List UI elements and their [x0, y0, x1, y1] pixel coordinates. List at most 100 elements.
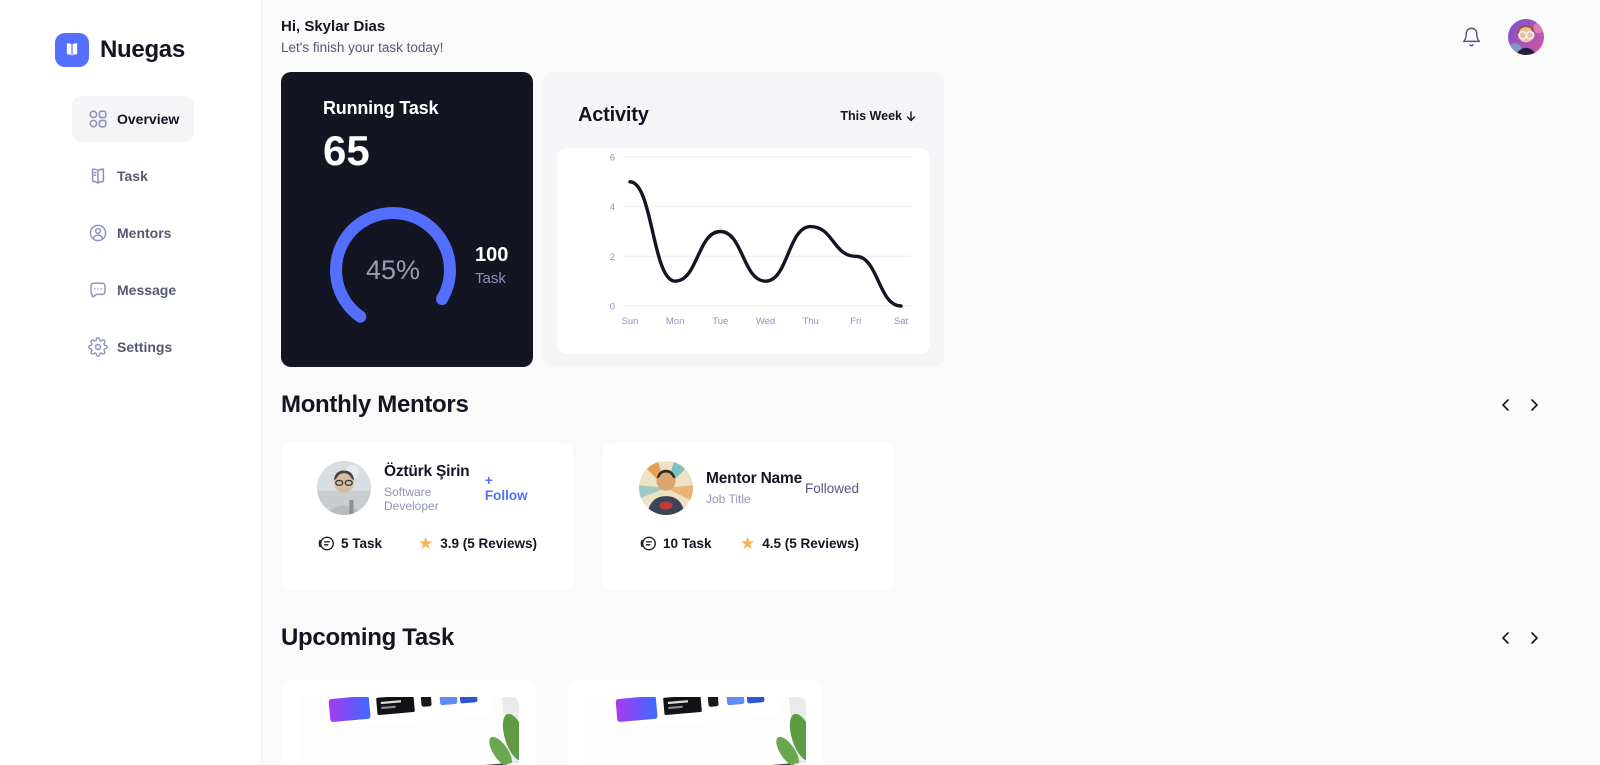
mentor-name: Öztürk Şirin: [384, 463, 470, 480]
mentor-cards-row: Öztürk Şirin Software Developer + Follow…: [281, 443, 1544, 591]
gear-icon: [88, 337, 108, 357]
y-tick-label: 4: [610, 202, 615, 213]
upcoming-cards-row: [281, 680, 1544, 765]
activity-line: [628, 180, 903, 308]
upcoming-task-card[interactable]: [281, 680, 536, 765]
x-tick-label: Thu: [802, 316, 818, 327]
mentor-rating-label: 3.9 (5 Reviews): [440, 536, 537, 551]
x-tick-label: Fri: [850, 316, 861, 327]
chevron-left-icon[interactable]: [1496, 395, 1516, 415]
star-icon: ★: [417, 534, 434, 553]
chat-icon: [88, 280, 108, 300]
main-content: Hi, Skylar Dias Let's finish your task t…: [262, 0, 1600, 765]
app-name: Nuegas: [100, 36, 185, 63]
app-logo[interactable]: Nuegas: [0, 33, 261, 67]
chevron-right-icon[interactable]: [1524, 628, 1544, 648]
chevron-left-icon[interactable]: [1496, 628, 1516, 648]
sidebar-item-settings[interactable]: Settings: [72, 324, 187, 370]
mentor-card: Öztürk Şirin Software Developer + Follow…: [281, 443, 573, 591]
note-icon: [640, 536, 656, 551]
sidebar-item-task[interactable]: Task: [72, 153, 163, 199]
notification-bell-icon[interactable]: [1461, 26, 1482, 48]
mentor-info: Mentor Name Job Title: [706, 470, 802, 506]
followed-button[interactable]: Followed: [804, 480, 859, 496]
mentor-task-count: 10 Task: [639, 534, 712, 553]
x-tick-label: Sat: [894, 316, 909, 327]
mentor-avatar: [317, 461, 371, 515]
mentor-card-stats: 5 Task ★ 3.9 (5 Reviews): [317, 534, 537, 553]
greeting-block: Hi, Skylar Dias Let's finish your task t…: [281, 18, 443, 55]
mentor-card-top: Öztürk Şirin Software Developer + Follow: [317, 461, 537, 515]
task-photo: [585, 697, 806, 765]
task-photo: [298, 697, 519, 765]
x-tick-label: Mon: [666, 316, 684, 327]
topbar-controls: [1461, 19, 1544, 55]
mentor-avatar: [639, 461, 693, 515]
mentor-card-stats: 10 Task ★ 4.5 (5 Reviews): [639, 534, 859, 553]
y-tick-label: 0: [610, 302, 615, 313]
book-logo-icon: [55, 33, 89, 67]
activity-filter-dropdown[interactable]: This Week: [840, 109, 916, 123]
mentor-rating-label: 4.5 (5 Reviews): [762, 536, 859, 551]
mentor-info: Öztürk Şirin Software Developer: [384, 463, 485, 513]
greeting-subtitle: Let's finish your task today!: [281, 40, 444, 55]
grid-icon: [88, 109, 108, 129]
mentors-section-title: Monthly Mentors: [281, 391, 469, 418]
mentor-card-top: Mentor Name Job Title Followed: [639, 461, 859, 515]
mentor-role: Software Developer: [384, 485, 439, 513]
progress-ring: 45%: [323, 200, 463, 340]
activity-filter-label: This Week: [840, 109, 902, 123]
sidebar-item-label: Settings: [117, 339, 173, 355]
mentors-pager: [1496, 395, 1544, 415]
sidebar-item-message[interactable]: Message: [72, 267, 191, 313]
mentor-task-label: 10 Task: [663, 536, 712, 551]
y-tick-label: 6: [610, 153, 615, 164]
running-task-title: Running Task: [323, 98, 439, 118]
follow-button[interactable]: + Follow: [484, 473, 528, 503]
sidebar: Nuegas Overview Task Mentors: [0, 0, 262, 765]
activity-chart-svg: 0 2 4 6 Sun Mon Tue Wed Thu Fri Sat: [610, 153, 911, 327]
mentor-card: Mentor Name Job Title Followed 10 Task ★…: [603, 443, 895, 591]
upcoming-task-card[interactable]: [568, 680, 823, 765]
activity-title: Activity: [578, 104, 649, 126]
sidebar-item-label: Overview: [117, 111, 180, 127]
sidebar-item-label: Task: [117, 168, 148, 184]
topbar: Hi, Skylar Dias Let's finish your task t…: [281, 18, 1544, 55]
total-task-label: Task: [475, 270, 506, 287]
mentor-rating: ★ 3.9 (5 Reviews): [418, 535, 537, 552]
sidebar-item-label: Message: [117, 282, 177, 298]
activity-card: Activity This Week 0 2 4 6 Sun Mon Tue Wed Thu Fr…: [543, 72, 944, 367]
x-tick-label: Sun: [622, 316, 639, 327]
activity-chart: 0 2 4 6 Sun Mon Tue Wed Thu Fri Sat: [557, 148, 930, 354]
y-tick-label: 2: [610, 252, 615, 263]
note-icon: [318, 536, 334, 551]
sidebar-item-mentors[interactable]: Mentors: [72, 210, 186, 256]
sidebar-nav: Overview Task Mentors Message: [0, 96, 261, 370]
upcoming-section-header: Upcoming Task: [281, 624, 1544, 652]
stats-row: Running Task 65 45% 100 Task Activity: [281, 72, 1544, 367]
sidebar-item-label: Mentors: [117, 225, 172, 241]
mentor-task-label: 5 Task: [341, 536, 383, 551]
book-icon: [88, 166, 108, 186]
x-tick-label: Tue: [712, 316, 728, 327]
mentor-role: Job Title: [706, 492, 751, 506]
mentor-task-count: 5 Task: [317, 534, 382, 553]
activity-header: Activity This Week: [557, 86, 930, 127]
mentor-rating: ★ 4.5 (5 Reviews): [740, 535, 859, 552]
greeting-title: Hi, Skylar Dias: [281, 18, 386, 35]
mentors-section-header: Monthly Mentors: [281, 391, 1544, 419]
progress-percent: 45%: [365, 254, 421, 285]
chevron-right-icon[interactable]: [1524, 395, 1544, 415]
user-circle-icon: [88, 223, 108, 243]
arrow-down-icon: [906, 110, 916, 121]
x-tick-label: Wed: [756, 316, 775, 327]
total-task-stat: 100 Task: [475, 244, 508, 287]
star-icon: ★: [739, 534, 756, 553]
running-task-count: 65: [323, 127, 370, 174]
mentor-name: Mentor Name: [706, 470, 802, 487]
upcoming-pager: [1496, 628, 1544, 648]
profile-avatar[interactable]: [1508, 19, 1544, 55]
sidebar-item-overview[interactable]: Overview: [72, 96, 195, 142]
upcoming-section-title: Upcoming Task: [281, 624, 455, 651]
